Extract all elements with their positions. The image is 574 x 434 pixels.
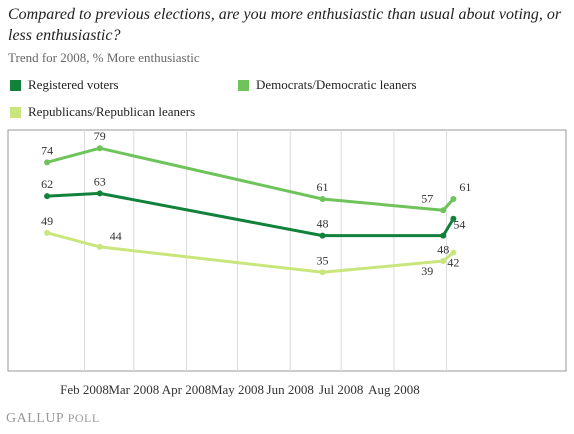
legend-label-republicans: Republicans/Republican leaners xyxy=(28,104,196,119)
x-tick-label: Feb 2008 xyxy=(60,382,109,397)
data-point xyxy=(44,193,51,200)
data-point xyxy=(450,195,457,202)
data-label: 61 xyxy=(317,180,329,194)
legend-item-democrats: Democrats/Democratic leaners xyxy=(238,77,417,93)
data-label: 57 xyxy=(421,191,433,205)
gallup-poll-logo: GALLUP POLL xyxy=(6,411,100,427)
x-tick-label: Mar 2008 xyxy=(108,382,159,397)
legend-item-registered-voters: Registered voters xyxy=(10,77,119,93)
legend-swatch-registered-voters xyxy=(10,79,21,91)
x-axis-ticks: Feb 2008 Mar 2008 Apr 2008 May 2008 Jun 2008… xyxy=(60,382,420,397)
series-lines xyxy=(44,145,457,276)
data-label: 35 xyxy=(317,253,329,267)
series-line-0 xyxy=(47,191,455,238)
data-label: 74 xyxy=(41,143,53,157)
series-line-1 xyxy=(46,146,455,212)
data-point xyxy=(96,243,103,250)
data-point xyxy=(450,249,457,256)
x-tick-label: Jun 2008 xyxy=(267,382,314,397)
data-point xyxy=(450,215,457,222)
data-point xyxy=(319,232,326,239)
legend-swatch-democrats xyxy=(238,79,249,91)
x-tick-label: Jul 2008 xyxy=(319,382,363,397)
data-label: 63 xyxy=(94,174,106,188)
data-point xyxy=(96,145,103,152)
chart-subtitle: Trend for 2008, % More enthusiastic xyxy=(8,50,200,65)
data-label: 48 xyxy=(317,217,329,231)
legend-item-republicans: Republicans/Republican leaners xyxy=(10,104,195,120)
series-line-2 xyxy=(46,231,455,274)
data-point xyxy=(319,269,326,276)
data-point xyxy=(319,195,326,202)
footer-brand: GALLUP xyxy=(6,411,64,426)
data-point xyxy=(44,229,51,236)
data-point xyxy=(440,258,447,265)
data-point xyxy=(440,207,447,214)
data-label: 44 xyxy=(110,229,122,243)
data-point xyxy=(44,159,51,166)
x-tick-label: May 2008 xyxy=(211,382,264,397)
data-point xyxy=(96,190,103,197)
data-label: 54 xyxy=(453,218,465,232)
legend-swatch-republicans xyxy=(10,106,21,118)
data-label: 49 xyxy=(41,214,53,228)
data-label: 48 xyxy=(437,243,449,257)
x-tick-label: Aug 2008 xyxy=(368,382,420,397)
data-point xyxy=(440,232,447,239)
data-label: 62 xyxy=(41,177,53,191)
footer-poll: POLL xyxy=(67,411,100,425)
x-tick-label: Apr 2008 xyxy=(162,382,211,397)
legend-label-registered-voters: Registered voters xyxy=(28,77,119,92)
data-label: 61 xyxy=(459,180,471,194)
data-label: 42 xyxy=(447,256,459,270)
plot-frame xyxy=(7,129,567,372)
legend-label-democrats: Democrats/Democratic leaners xyxy=(256,77,417,92)
data-label: 39 xyxy=(421,264,433,278)
data-label: 79 xyxy=(94,129,106,143)
chart-title: Compared to previous elections, are you … xyxy=(8,6,562,44)
